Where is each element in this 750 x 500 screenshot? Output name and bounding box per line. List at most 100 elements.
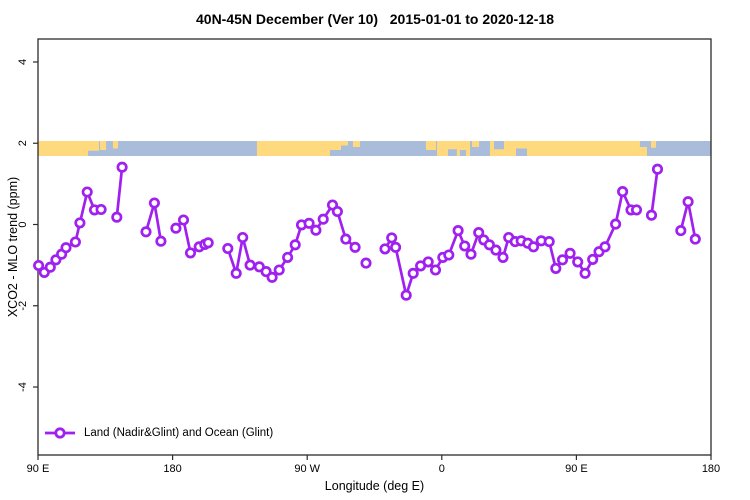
data-point xyxy=(407,267,419,279)
legend-series-symbol xyxy=(45,427,75,439)
x-tick-label: 180 xyxy=(702,463,720,475)
band-land-segment xyxy=(38,141,100,156)
data-point xyxy=(443,249,455,261)
data-point xyxy=(473,227,485,239)
series-line-segment xyxy=(37,190,103,274)
x-tick-label: 90 W xyxy=(294,463,320,475)
y-tick-label: 2 xyxy=(17,140,29,146)
data-point xyxy=(177,214,190,226)
data-point xyxy=(682,196,694,208)
data-point xyxy=(282,251,294,263)
data-point xyxy=(111,211,123,223)
plot-frame xyxy=(37,38,712,456)
x-tick-label: 90 E xyxy=(27,463,50,475)
band-land-segment xyxy=(472,141,480,147)
data-point xyxy=(81,186,93,198)
data-point xyxy=(379,243,391,255)
data-point xyxy=(349,241,361,253)
data-point xyxy=(266,271,278,283)
data-point xyxy=(60,242,72,254)
data-point xyxy=(572,256,584,268)
data-point xyxy=(400,289,412,301)
x-axis-label: Longitude (deg E) xyxy=(324,479,425,493)
y-tick-label: 4 xyxy=(17,59,29,65)
data-point xyxy=(140,226,152,238)
legend-marker-icon xyxy=(54,427,66,439)
y-tick-label: -4 xyxy=(17,382,29,392)
data-point xyxy=(689,233,701,245)
data-point xyxy=(222,242,234,255)
data-point xyxy=(310,224,322,236)
data-point xyxy=(74,217,86,229)
series-line-segment xyxy=(115,165,124,219)
data-point xyxy=(550,262,562,274)
band-ocean-patch xyxy=(493,141,505,150)
data-point xyxy=(317,213,329,225)
data-point xyxy=(230,267,242,279)
data-point xyxy=(422,256,434,268)
legend-label: Land (Nadir&Glint) and Ocean (Glint) xyxy=(84,427,274,439)
data-point xyxy=(116,161,128,173)
data-point xyxy=(645,209,658,221)
band-ocean-patch xyxy=(447,149,457,156)
data-point xyxy=(237,231,249,244)
data-point xyxy=(289,239,301,251)
data-point xyxy=(202,237,214,249)
data-point xyxy=(155,235,167,247)
data-point xyxy=(579,267,591,279)
band-ocean-patch xyxy=(515,148,528,156)
data-point xyxy=(543,236,555,248)
band-land-segment xyxy=(639,147,647,156)
data-point xyxy=(527,241,540,253)
band-ocean-patch xyxy=(459,150,467,156)
band-land-segment xyxy=(100,141,107,150)
data-point xyxy=(651,163,664,175)
data-point xyxy=(630,204,643,216)
data-point xyxy=(452,225,464,237)
data-point xyxy=(599,241,611,253)
data-point xyxy=(390,241,402,253)
data-point xyxy=(429,264,442,276)
band-land-segment xyxy=(329,141,341,150)
legend: Land (Nadir&Glint) and Ocean (Glint) xyxy=(44,426,273,440)
band-ocean-patch xyxy=(87,150,100,156)
series-line-segment xyxy=(650,167,659,217)
x-tick-label: 0 xyxy=(439,463,445,475)
band-land-segment xyxy=(112,141,119,149)
data-point xyxy=(184,247,197,259)
data-point xyxy=(459,240,471,252)
data-point xyxy=(170,222,182,234)
data-point xyxy=(44,261,56,273)
data-point xyxy=(610,218,622,230)
data-point xyxy=(340,233,352,245)
data-point xyxy=(273,264,285,276)
data-point xyxy=(564,247,576,259)
data-point xyxy=(587,253,599,265)
data-point xyxy=(244,259,256,271)
data-point xyxy=(386,232,398,244)
x-tick-label: 90 E xyxy=(565,463,588,475)
band-land-segment xyxy=(352,141,360,147)
data-point xyxy=(69,236,81,248)
data-point xyxy=(33,259,45,272)
data-point xyxy=(490,244,502,256)
band-land-segment xyxy=(256,141,330,156)
data-point xyxy=(303,217,315,229)
data-point xyxy=(617,186,629,198)
data-point xyxy=(331,205,343,218)
band-land-segment xyxy=(425,141,436,150)
data-point xyxy=(95,203,107,216)
y-axis-label: XCO2 - MLO trend (ppm) xyxy=(6,176,20,318)
data-point xyxy=(497,251,509,263)
chart-title: 40N-45N December (Ver 10) 2015-01-01 to … xyxy=(196,11,554,27)
data-point xyxy=(465,248,477,260)
y-tick-label: 0 xyxy=(17,221,29,227)
band-land-segment xyxy=(651,141,656,148)
data-point xyxy=(675,225,687,237)
data-point xyxy=(148,197,160,209)
y-tick-label: -2 xyxy=(17,301,29,311)
x-tick-label: 180 xyxy=(163,463,181,475)
band-land-segment xyxy=(340,141,349,146)
